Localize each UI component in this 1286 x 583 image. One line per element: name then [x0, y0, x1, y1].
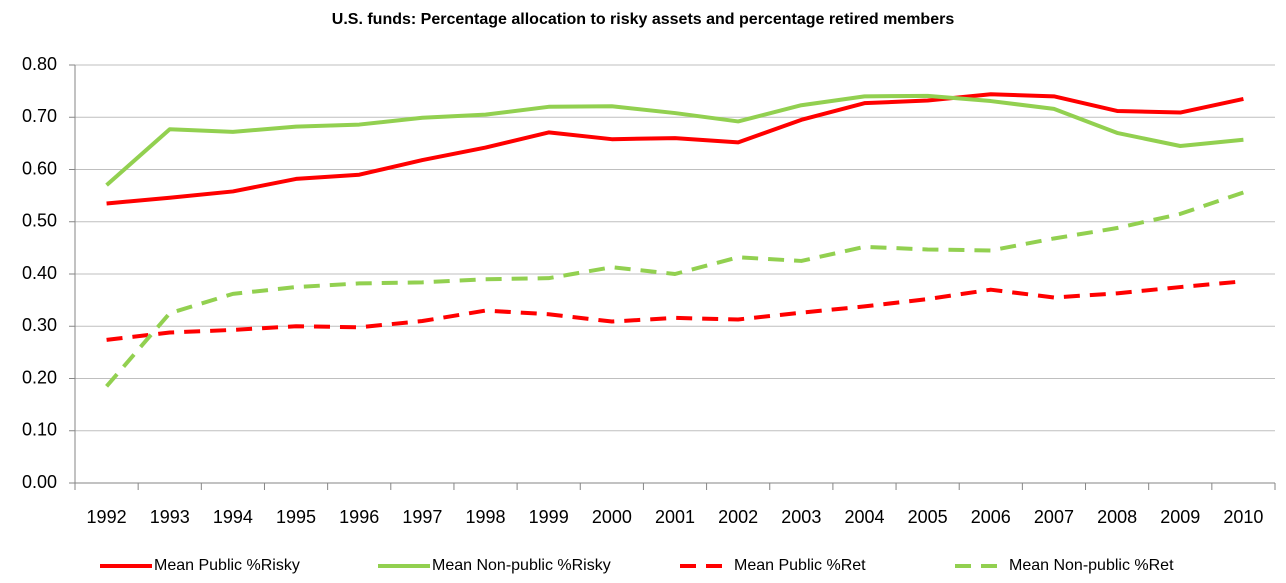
- y-tick-label: 0.30: [22, 315, 57, 335]
- y-tick-label: 0.00: [22, 472, 57, 492]
- y-tick-label: 0.40: [22, 263, 57, 283]
- series-line: [105, 190, 1245, 388]
- x-tick-label: 1994: [213, 507, 253, 527]
- x-tick-label: 2005: [908, 507, 948, 527]
- x-tick-label: 1999: [529, 507, 569, 527]
- x-tick-label: 1996: [339, 507, 379, 527]
- series-line: [106, 92, 1244, 206]
- y-tick-label: 0.10: [22, 420, 57, 440]
- x-tick-label: 2003: [781, 507, 821, 527]
- x-tick-label: 2000: [592, 507, 632, 527]
- y-tick-label: 0.70: [22, 106, 57, 126]
- y-tick-label: 0.60: [22, 158, 57, 178]
- x-tick-label: 2008: [1097, 507, 1137, 527]
- series-line: [106, 279, 1244, 342]
- x-tick-label: 2006: [971, 507, 1011, 527]
- x-tick-label: 1998: [466, 507, 506, 527]
- y-tick-label: 0.20: [22, 367, 57, 387]
- legend-label: Mean Non-public %Risky: [432, 557, 611, 574]
- x-tick-label: 1995: [276, 507, 316, 527]
- x-tick-label: 2001: [655, 507, 695, 527]
- y-tick-label: 0.80: [22, 54, 57, 74]
- x-tick-label: 1997: [402, 507, 442, 527]
- x-tick-label: 2010: [1223, 507, 1263, 527]
- x-tick-label: 1993: [150, 507, 190, 527]
- series-line: [105, 93, 1244, 187]
- x-tick-label: 2009: [1160, 507, 1200, 527]
- y-tick-label: 0.50: [22, 211, 57, 231]
- x-tick-label: 2004: [844, 507, 884, 527]
- chart-title: U.S. funds: Percentage allocation to ris…: [332, 11, 955, 28]
- x-tick-label: 2002: [718, 507, 758, 527]
- x-tick-label: 2007: [1034, 507, 1074, 527]
- legend-label: Mean Public %Risky: [154, 557, 300, 574]
- x-tick-label: 1992: [87, 507, 127, 527]
- legend-label: Mean Public %Ret: [734, 557, 866, 574]
- legend-label: Mean Non-public %Ret: [1009, 557, 1174, 574]
